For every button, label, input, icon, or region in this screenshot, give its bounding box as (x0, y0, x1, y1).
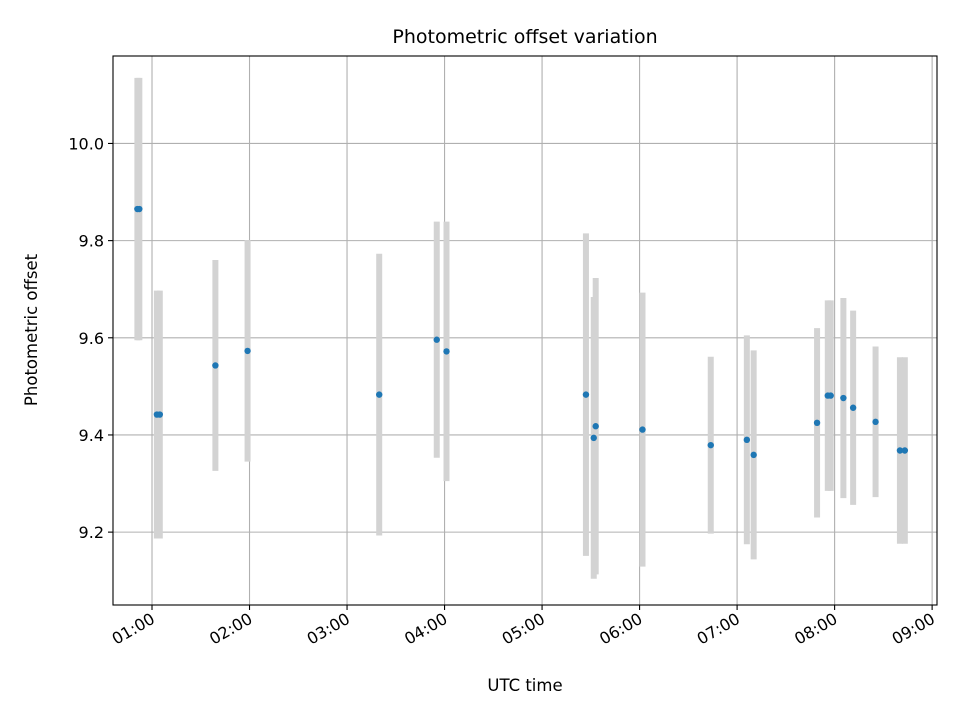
data-point (813, 419, 821, 427)
data-point (433, 336, 440, 343)
y-tick-label: 9.8 (79, 232, 104, 251)
plot-frame (112, 55, 938, 606)
y-tick-label: 10.0 (68, 134, 104, 153)
data-point (707, 441, 714, 449)
y-axis-label: Photometric offset (22, 253, 41, 406)
data-point (590, 434, 597, 442)
x-axis-label: UTC time (487, 676, 562, 695)
y-tick-label: 9.2 (79, 523, 104, 542)
data-point (376, 391, 383, 398)
data-point (156, 411, 164, 418)
y-tick-label: 9.4 (79, 426, 104, 445)
data-point (592, 423, 599, 430)
data-point (136, 205, 143, 213)
data-point (872, 418, 879, 426)
data-point (212, 362, 219, 369)
data-point (244, 347, 251, 355)
data-point (901, 447, 909, 454)
data-point (827, 392, 834, 399)
data-point (443, 348, 450, 355)
data-point (840, 394, 847, 402)
data-point (743, 436, 751, 444)
data-point (750, 451, 757, 459)
grid-layer (113, 56, 937, 605)
y-tick-label: 9.6 (79, 329, 104, 348)
data-point (639, 426, 646, 433)
data-point (849, 404, 857, 411)
point-layer (134, 205, 909, 459)
chart-title: Photometric offset variation (392, 26, 657, 48)
data-point (896, 447, 904, 454)
data-point (582, 391, 590, 398)
